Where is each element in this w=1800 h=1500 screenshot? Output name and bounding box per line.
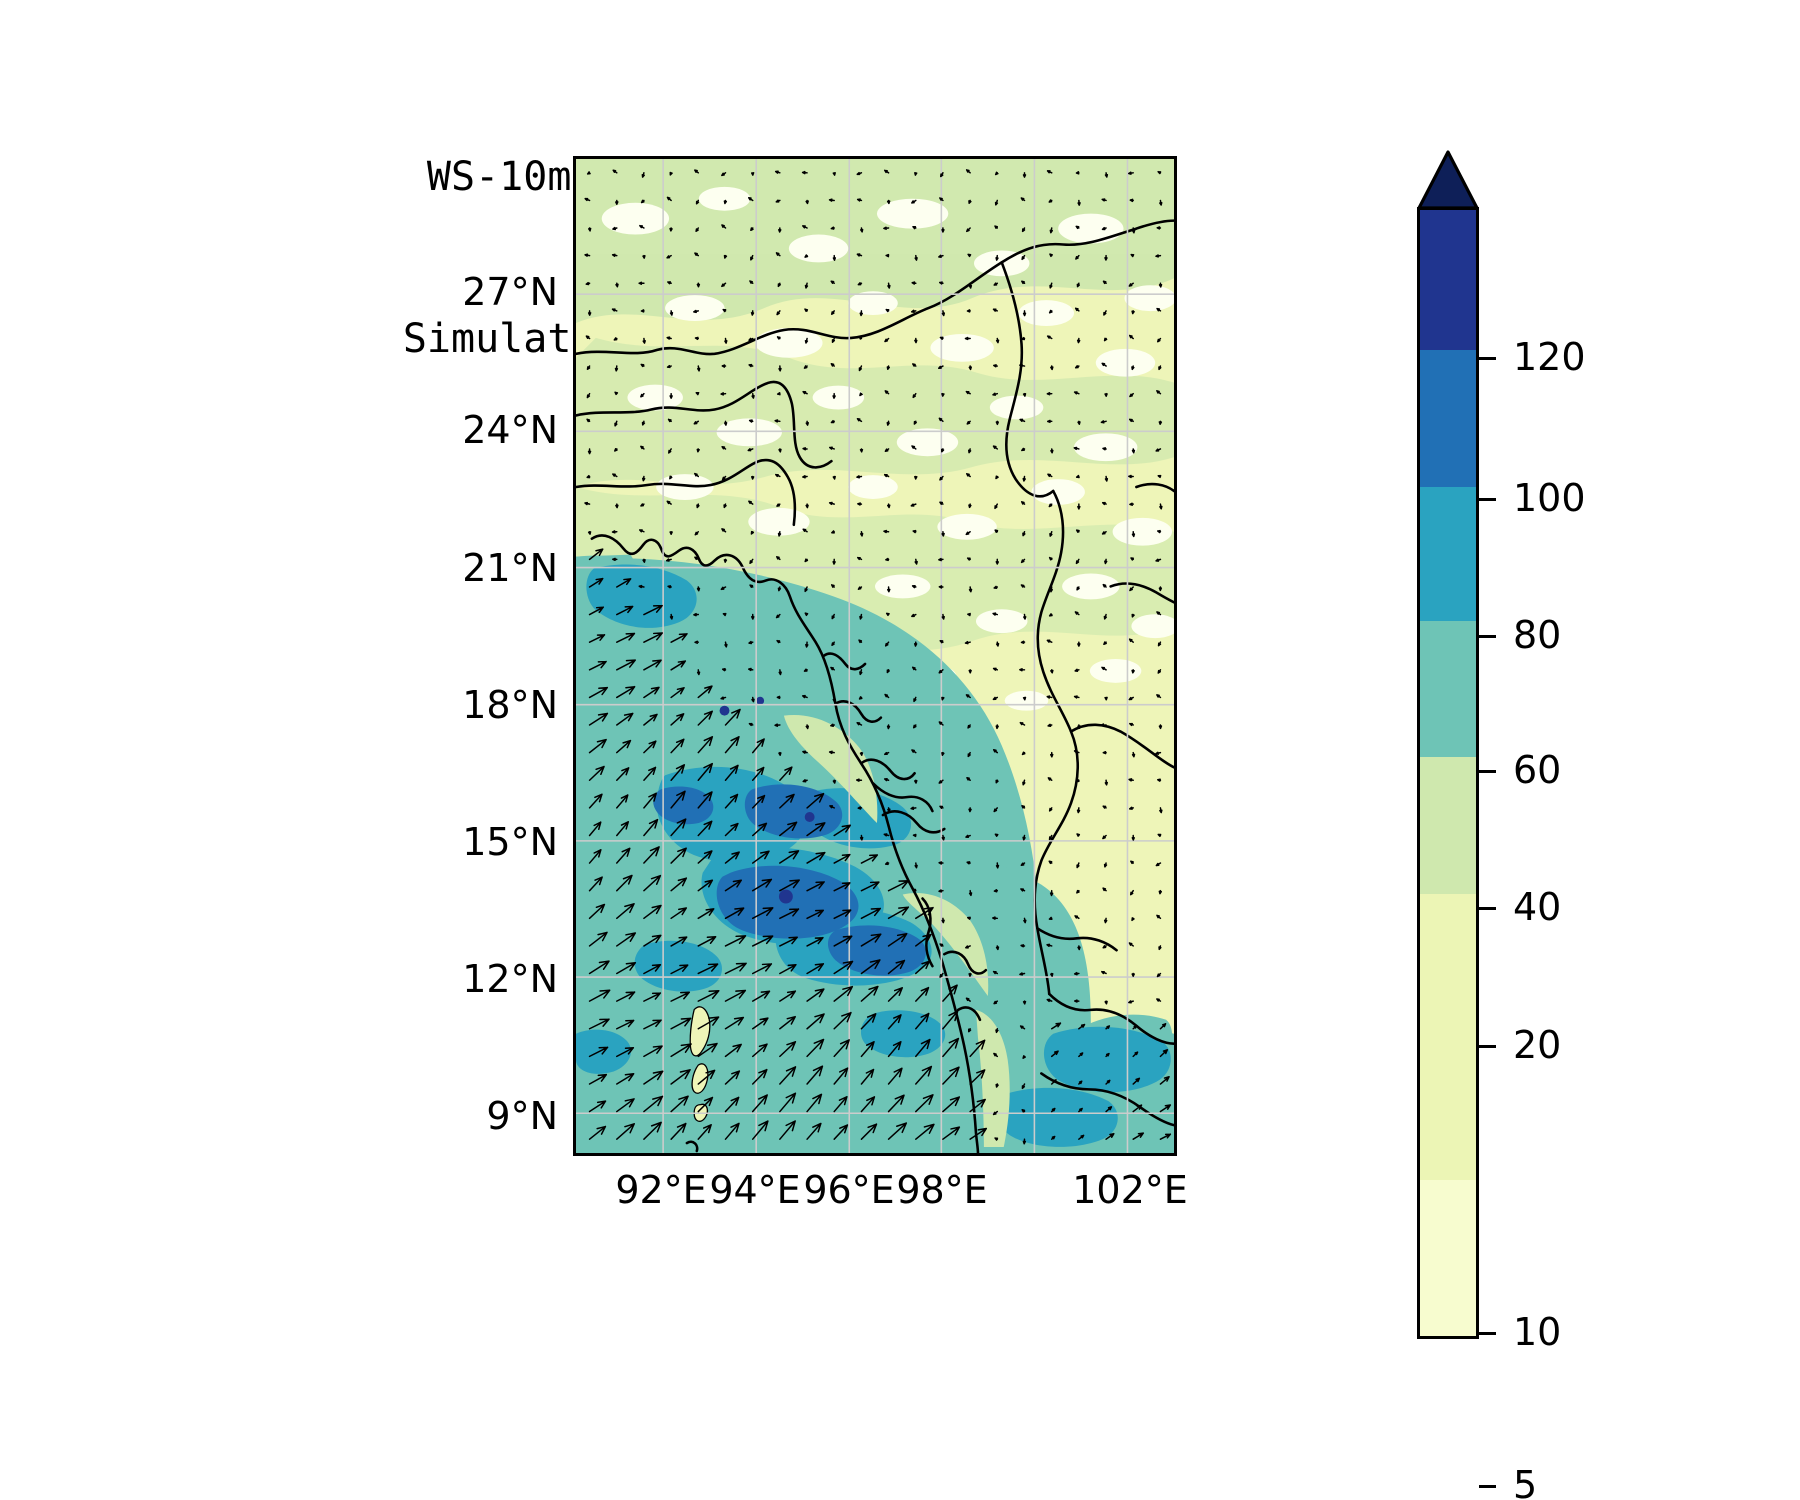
xtick-label-98E: 98°E — [896, 1168, 988, 1212]
colorbar-tick-10 — [1479, 1332, 1496, 1335]
map-plot-area[interactable] — [573, 156, 1177, 1156]
colorbar-tick-20 — [1479, 1045, 1496, 1048]
ytick-label-24N: 24°N — [462, 408, 558, 452]
colorbar-segment-60-80 — [1420, 486, 1476, 621]
map-raster — [576, 159, 1174, 1153]
colorbar-tick-40 — [1479, 907, 1496, 910]
colorbar-label-80: 80 — [1513, 613, 1562, 657]
colorbar-segment-10-20 — [1420, 894, 1476, 1180]
colorbar-gradient — [1417, 207, 1479, 1339]
colorbar-segment-80-100 — [1420, 350, 1476, 487]
colorbar-label-5: 5 — [1513, 1463, 1538, 1500]
map-svg — [576, 159, 1174, 1153]
colorbar-label-40: 40 — [1513, 885, 1562, 929]
colorbar-tick-120 — [1479, 357, 1496, 360]
wind-vector-field — [584, 169, 1172, 1145]
colorbar-label-120: 120 — [1513, 335, 1586, 379]
ytick-label-15N: 15°N — [462, 820, 558, 864]
xtick-label-94E: 94°E — [709, 1168, 801, 1212]
colorbar-tick-80 — [1479, 635, 1496, 638]
colorbar-extend-arrow — [1417, 150, 1479, 210]
ytick-label-21N: 21°N — [462, 546, 558, 590]
colorbar-tick-5 — [1479, 1485, 1496, 1488]
xtick-label-96E: 96°E — [803, 1168, 895, 1212]
colorbar-tick-60 — [1479, 770, 1496, 773]
colorbar-segment-5-10 — [1420, 1179, 1476, 1336]
ytick-label-18N: 18°N — [462, 683, 558, 727]
colorbar[interactable]: 120 100 80 60 40 20 10 5 — [1417, 150, 1747, 1500]
xtick-label-92E: 92°E — [615, 1168, 707, 1212]
ytick-label-27N: 27°N — [462, 270, 558, 314]
colorbar-tick-100 — [1479, 498, 1496, 501]
colorbar-label-60: 60 — [1513, 748, 1562, 792]
colorbar-segment-40-60 — [1420, 620, 1476, 758]
ytick-label-12N: 12°N — [462, 957, 558, 1001]
colorbar-label-10: 10 — [1513, 1310, 1562, 1354]
colorbar-label-20: 20 — [1513, 1023, 1562, 1067]
colorbar-label-100: 100 — [1513, 476, 1586, 520]
ytick-label-9N: 9°N — [486, 1094, 558, 1138]
colorbar-segment-100-120 — [1420, 210, 1476, 351]
colorbar-segment-20-40 — [1420, 757, 1476, 895]
xtick-label-102E: 102°E — [1072, 1168, 1188, 1212]
